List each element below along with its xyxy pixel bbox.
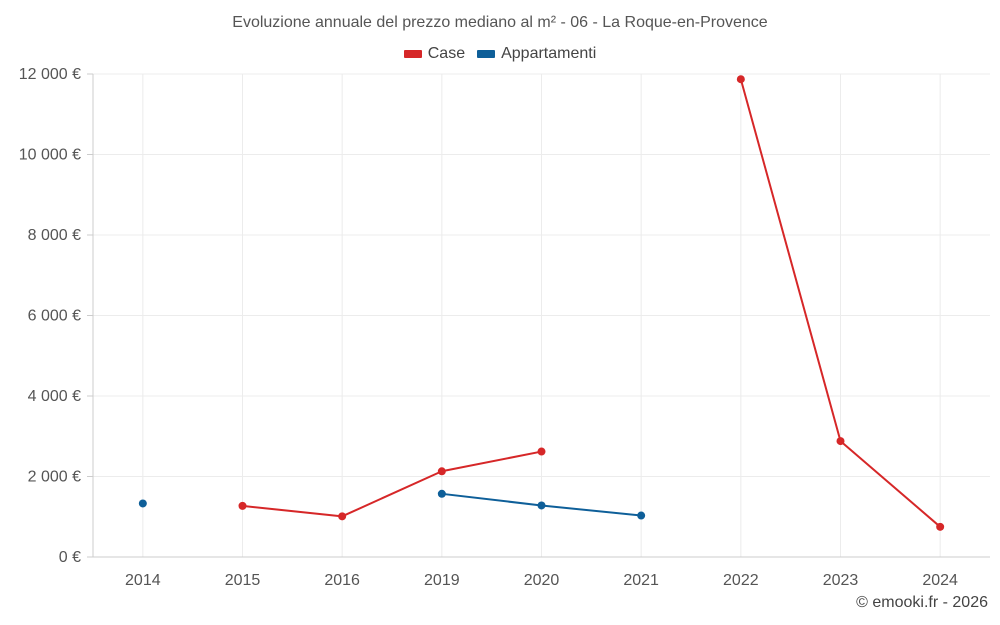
legend-label-case: Case bbox=[427, 45, 466, 62]
data-point-appartamenti-2014 bbox=[138, 499, 147, 508]
x-tick-label: 2016 bbox=[324, 572, 360, 589]
x-tick-label: 2023 bbox=[823, 572, 859, 589]
y-tick-label: 0 € bbox=[59, 549, 81, 566]
legend-item-case[interactable]: Case bbox=[403, 45, 466, 63]
series-line-case bbox=[242, 450, 542, 518]
data-point-appartamenti-2021 bbox=[637, 511, 646, 520]
data-point-case-2022 bbox=[736, 75, 745, 84]
copyright-footer: © emooki.fr - 2026 bbox=[856, 594, 988, 611]
y-tick-label: 12 000 € bbox=[19, 66, 81, 83]
chart-legend: Case Appartamenti bbox=[0, 45, 1000, 63]
legend-item-appartamenti[interactable]: Appartamenti bbox=[477, 45, 596, 63]
y-tick-label: 4 000 € bbox=[28, 388, 81, 405]
data-point-case-2020 bbox=[537, 447, 546, 456]
x-tick-label: 2020 bbox=[524, 572, 560, 589]
data-point-case-2024 bbox=[936, 522, 945, 531]
x-tick-label: 2015 bbox=[225, 572, 261, 589]
x-tick-label: 2024 bbox=[922, 572, 958, 589]
x-tick-label: 2022 bbox=[723, 572, 759, 589]
x-tick-label: 2014 bbox=[125, 572, 161, 589]
legend-swatch-appartamenti bbox=[477, 50, 496, 58]
y-tick-label: 2 000 € bbox=[28, 469, 81, 486]
data-point-case-2015 bbox=[238, 501, 247, 510]
y-tick-label: 10 000 € bbox=[19, 147, 81, 164]
y-tick-label: 8 000 € bbox=[28, 227, 81, 244]
x-tick-label: 2021 bbox=[623, 572, 659, 589]
data-point-appartamenti-2019 bbox=[437, 489, 446, 498]
data-point-case-2019 bbox=[437, 467, 446, 476]
data-point-appartamenti-2020 bbox=[537, 501, 546, 510]
legend-label-appartamenti: Appartamenti bbox=[501, 45, 597, 62]
data-point-case-2016 bbox=[338, 512, 347, 521]
data-point-case-2023 bbox=[836, 437, 845, 446]
chart-title: Evoluzione annuale del prezzo mediano al… bbox=[232, 14, 768, 31]
y-tick-label: 6 000 € bbox=[28, 308, 81, 325]
x-tick-label: 2019 bbox=[424, 572, 460, 589]
legend-swatch-case bbox=[403, 50, 422, 58]
